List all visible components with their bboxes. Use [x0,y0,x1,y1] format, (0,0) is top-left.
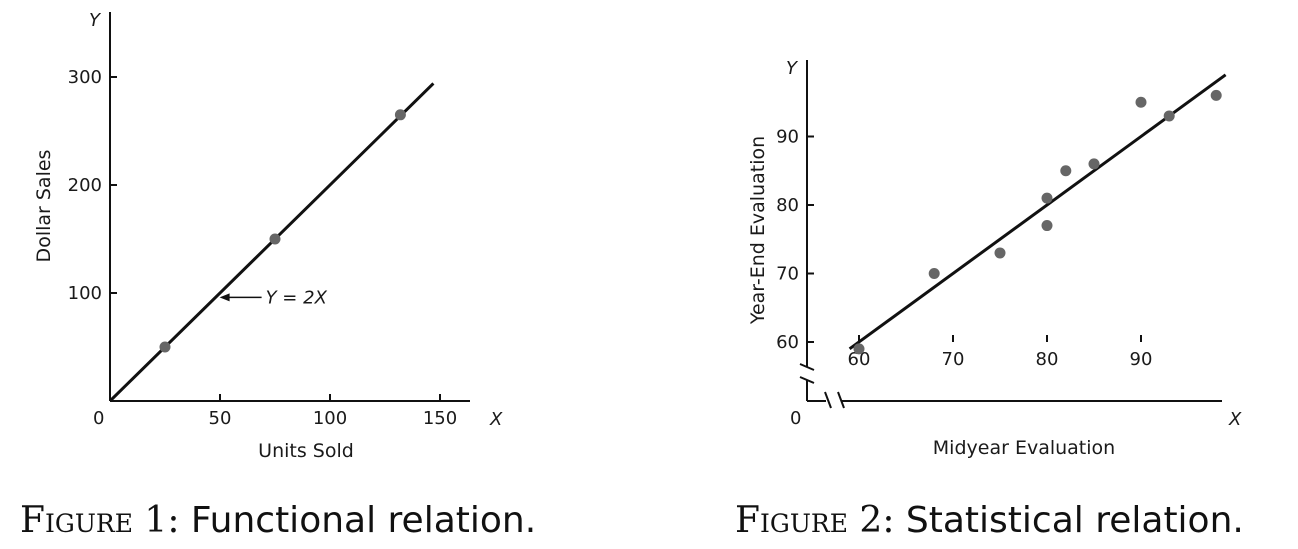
x-axis-title: Midyear Evaluation [933,437,1115,459]
data-point [1163,110,1175,122]
origin-label: 0 [93,408,104,429]
x-tick-label: 60 [848,349,871,370]
y-tick-label: 200 [68,175,102,196]
data-point [1210,89,1222,101]
x-axis-break [824,391,845,409]
data-point [269,233,281,245]
x-tick-label: 90 [1130,349,1153,370]
y-tick-label: 300 [68,67,102,88]
x-axis-letter: X [489,409,503,430]
data-point [1041,192,1053,204]
data-point [1135,96,1147,108]
y-axis-title: Year-End Evaluation [747,136,769,325]
y-tick-label: 80 [776,195,799,216]
x-tick-label: 150 [423,408,457,429]
figure-2-caption-prefix: Figure 2: [735,500,895,541]
y-axis-title: Dollar Sales [33,150,55,263]
figure-1-caption-text: Functional relation. [190,500,537,541]
statistical-relation-chart: Y X 0 Midyear Evaluation Year-End Evalua… [747,58,1242,459]
figure-2-caption: Figure 2: Statistical relation. [735,500,1244,541]
x-axis-title: Units Sold [258,440,354,462]
y-axis-letter: Y [786,58,799,79]
data-point [853,343,865,355]
origin-label: 0 [790,408,801,429]
y-tick-label: 90 [776,127,799,148]
annotation-arrowhead [219,293,230,302]
data-point [1088,158,1100,170]
regression-line [848,73,1227,351]
figure-2-caption-text: Statistical relation. [905,500,1244,541]
data-point [159,341,171,353]
y-tick-label: 100 [68,283,102,304]
y-tick-label: 60 [776,332,799,353]
y-axis-break [799,363,815,384]
x-tick-label: 50 [209,408,232,429]
functional-relation-chart: Y X 0 Units Sold Dollar Sales 50 100 150 10… [33,10,503,462]
y-axis-letter: Y [89,10,102,31]
y-tick-label: 70 [776,264,799,285]
x-tick-label: 80 [1036,349,1059,370]
figure-1-caption: Figure 1: Functional relation. [20,500,536,541]
figure-1-caption-prefix: Figure 1: [20,500,180,541]
data-point [994,247,1006,259]
annotation-label: Y = 2X [266,287,328,308]
x-axis-letter: X [1228,409,1242,430]
x-tick-label: 100 [313,408,347,429]
data-point [394,109,406,121]
data-point [928,268,940,279]
data-point [1041,220,1053,232]
data-point [1060,165,1072,177]
x-tick-label: 70 [942,349,965,370]
